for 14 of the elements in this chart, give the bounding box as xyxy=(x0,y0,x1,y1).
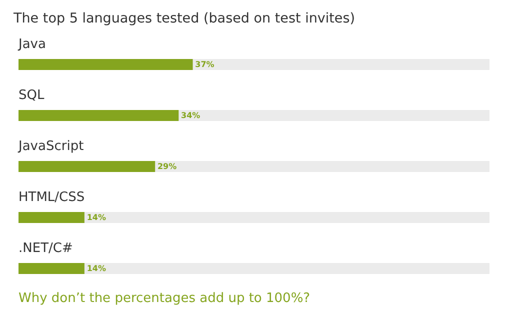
y-tick-label: HTML/CSS xyxy=(18,190,85,205)
bar xyxy=(18,212,84,223)
data-label: 14% xyxy=(86,213,106,222)
y-tick-label: SQL xyxy=(18,88,45,103)
y-tick-label: Java xyxy=(18,37,46,52)
y-tick-label: JavaScript xyxy=(18,139,84,154)
text: Why don’t the percentages add up to 100%? xyxy=(18,291,310,306)
chart-title: The top 5 languages tested (based on test invites) xyxy=(12,10,356,26)
data-label: 37% xyxy=(195,60,214,69)
data-label: 14% xyxy=(86,264,106,273)
y-tick-label: .NET/C# xyxy=(18,241,73,256)
data-label: 34% xyxy=(181,111,200,120)
data-label: 29% xyxy=(157,162,177,171)
bar xyxy=(18,263,84,274)
